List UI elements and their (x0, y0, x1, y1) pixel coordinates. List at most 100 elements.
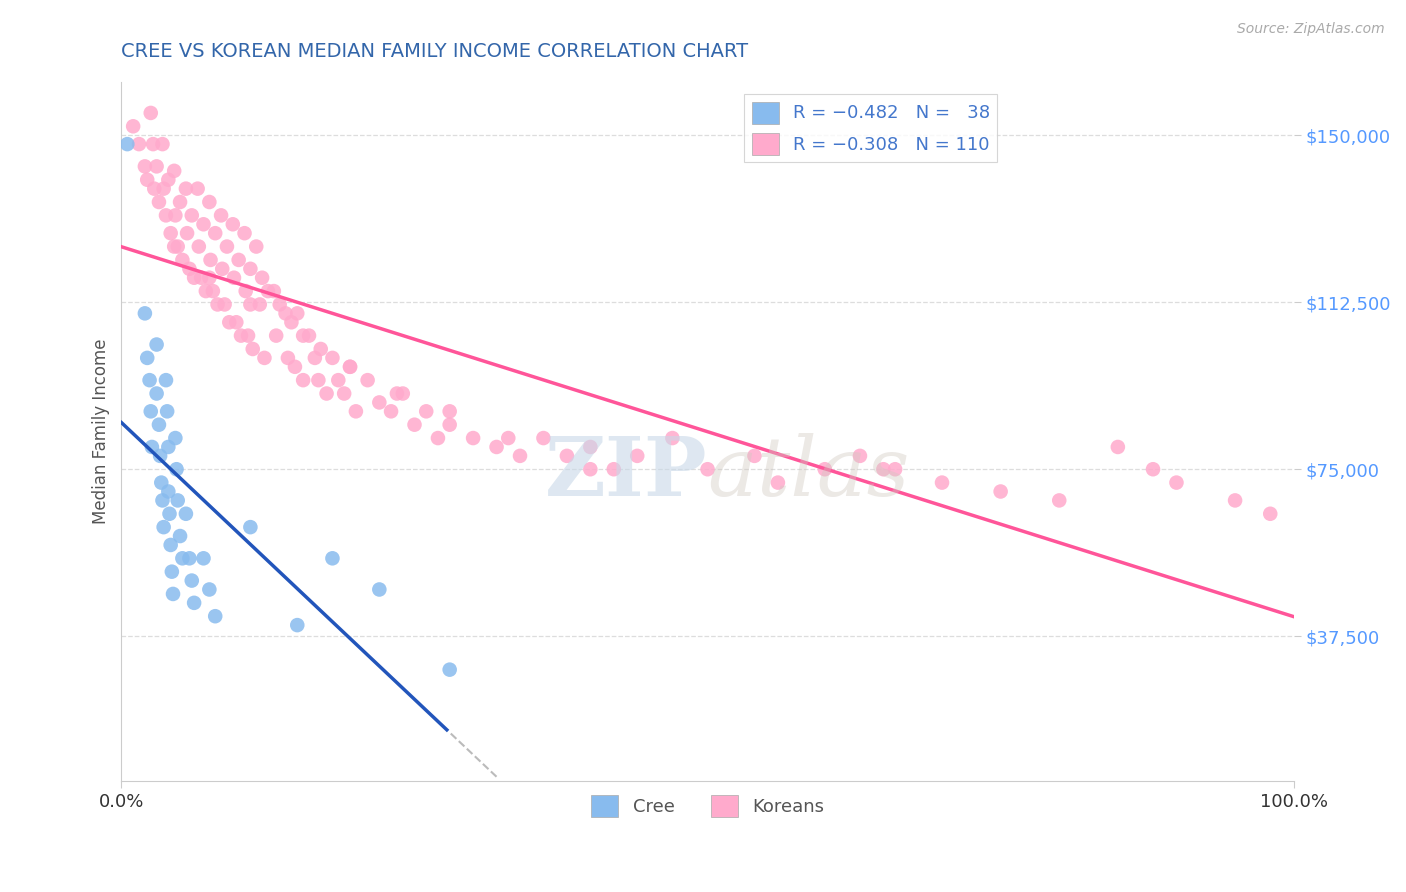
Point (579, 462, 602, 476)
Point (169, 529, 191, 543)
Point (661, 431, 683, 445)
Point (285, 306, 308, 320)
Point (931, 475, 953, 490)
Point (160, 565, 183, 579)
Point (391, 386, 413, 401)
Legend: Cree, Koreans: Cree, Koreans (583, 788, 831, 824)
Point (415, 404, 437, 418)
Point (145, 160, 167, 174)
Point (155, 373, 177, 387)
Point (143, 181, 166, 195)
Point (159, 538, 181, 552)
Point (165, 431, 187, 445)
Point (152, 181, 174, 195)
Point (603, 462, 626, 476)
Point (190, 270, 212, 285)
Point (1142, 462, 1164, 476)
Point (172, 252, 194, 267)
Point (439, 417, 461, 432)
Point (198, 270, 221, 285)
Text: atlas: atlas (707, 434, 910, 513)
Point (142, 137, 165, 152)
Point (872, 462, 894, 476)
Point (155, 208, 177, 222)
Point (152, 137, 174, 152)
Point (163, 239, 186, 253)
Point (174, 181, 197, 195)
Point (180, 208, 202, 222)
Point (439, 663, 461, 677)
Point (439, 404, 461, 418)
Point (225, 315, 247, 329)
Point (461, 431, 484, 445)
Point (209, 208, 232, 222)
Point (264, 328, 287, 343)
Point (204, 226, 226, 240)
Point (162, 587, 184, 601)
Point (152, 493, 174, 508)
Point (269, 297, 291, 311)
Point (180, 574, 202, 588)
Point (292, 373, 315, 387)
Point (849, 449, 872, 463)
Point (555, 449, 578, 463)
Point (533, 431, 555, 445)
Point (145, 386, 167, 401)
Point (1047, 493, 1070, 508)
Point (179, 261, 201, 276)
Point (250, 270, 273, 285)
Point (139, 106, 162, 120)
Text: Source: ZipAtlas.com: Source: ZipAtlas.com (1237, 22, 1385, 37)
Point (1166, 475, 1188, 490)
Text: ZIP: ZIP (546, 434, 707, 513)
Point (744, 449, 766, 463)
Point (211, 261, 233, 276)
Point (766, 475, 789, 490)
Y-axis label: Median Family Income: Median Family Income (93, 339, 110, 524)
Point (235, 284, 257, 298)
Point (148, 417, 170, 432)
Point (257, 284, 280, 298)
Point (159, 226, 181, 240)
Point (165, 208, 187, 222)
Point (228, 252, 250, 267)
Point (233, 226, 256, 240)
Point (485, 440, 508, 454)
Point (884, 462, 907, 476)
Point (218, 315, 240, 329)
Point (117, 137, 139, 152)
Point (368, 582, 391, 597)
Point (214, 297, 236, 311)
Point (298, 328, 321, 343)
Point (157, 440, 180, 454)
Point (141, 440, 163, 454)
Point (187, 239, 209, 253)
Point (215, 239, 238, 253)
Point (284, 359, 307, 374)
Point (307, 373, 329, 387)
Point (242, 342, 264, 356)
Point (385, 386, 408, 401)
Point (152, 520, 174, 534)
Point (380, 404, 402, 418)
Point (333, 386, 356, 401)
Point (239, 520, 262, 534)
Point (172, 551, 194, 566)
Point (139, 404, 162, 418)
Point (696, 462, 718, 476)
Point (198, 194, 221, 209)
Point (509, 449, 531, 463)
Point (309, 342, 332, 356)
Point (200, 252, 222, 267)
Point (249, 297, 271, 311)
Point (122, 120, 145, 134)
Point (149, 449, 172, 463)
Point (138, 373, 160, 387)
Point (198, 582, 221, 597)
Point (579, 440, 602, 454)
Point (134, 160, 156, 174)
Point (285, 618, 308, 632)
Point (183, 596, 205, 610)
Point (344, 404, 367, 418)
Point (145, 337, 167, 351)
